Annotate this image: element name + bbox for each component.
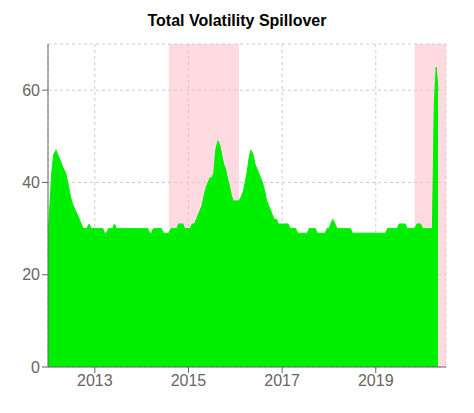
svg-text:40: 40 — [22, 174, 40, 191]
svg-text:2015: 2015 — [171, 372, 207, 389]
svg-text:2013: 2013 — [77, 372, 113, 389]
svg-text:2017: 2017 — [264, 372, 300, 389]
svg-text:2019: 2019 — [358, 372, 394, 389]
html-text:Total Volatility Spillover: Total Volatility Spillover — [147, 12, 327, 29]
svg-text:20: 20 — [22, 266, 40, 283]
svg-text:60: 60 — [22, 82, 40, 99]
svg-text:0: 0 — [31, 359, 40, 376]
